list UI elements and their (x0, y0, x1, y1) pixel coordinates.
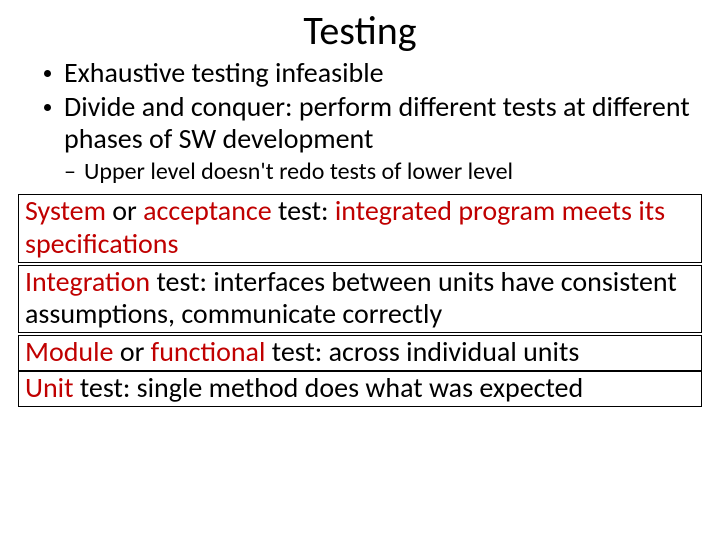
bullet-item-2a: – Upper level doesn't redo tests of lowe… (64, 158, 710, 187)
bullet-text: Upper level doesn't redo tests of lower … (84, 157, 513, 186)
desc: across individual units (329, 334, 580, 369)
text: or (113, 334, 150, 369)
slide: Testing Exhaustive testing infeasible Di… (0, 0, 720, 540)
dash-marker-icon: – (64, 158, 76, 187)
bullet-marker-icon (44, 104, 51, 111)
bullet-item-1: Exhaustive testing infeasible (44, 57, 710, 89)
bullet-text: Exhaustive testing infeasible (64, 55, 384, 90)
box-module-test: Module or functional test: across indivi… (18, 335, 702, 371)
term-system: System (25, 193, 106, 228)
slide-title: Testing (10, 6, 710, 55)
term-functional: functional (151, 334, 266, 369)
box-unit-test: Unit test: single method does what was e… (18, 371, 702, 407)
term-integration: Integration (25, 264, 150, 299)
box-system-test: System or acceptance test: integrated pr… (18, 194, 702, 262)
bullet-list: Exhaustive testing infeasible Divide and… (10, 57, 710, 186)
bullet-text: Divide and conquer: perform different te… (64, 89, 690, 156)
desc: single method does what was expected (137, 370, 584, 405)
test-levels-container: System or acceptance test: integrated pr… (10, 194, 710, 407)
term-acceptance: acceptance (143, 193, 272, 228)
bullet-item-2: Divide and conquer: perform different te… (44, 91, 710, 155)
term-module: Module (25, 334, 113, 369)
text: test: (73, 370, 136, 405)
term-unit: Unit (25, 370, 73, 405)
text: or (106, 193, 143, 228)
text: test: (265, 334, 328, 369)
box-integration-test: Integration test: interfaces between uni… (18, 265, 702, 333)
text: test: (272, 193, 335, 228)
bullet-marker-icon (44, 70, 51, 77)
text: test: (150, 264, 213, 299)
